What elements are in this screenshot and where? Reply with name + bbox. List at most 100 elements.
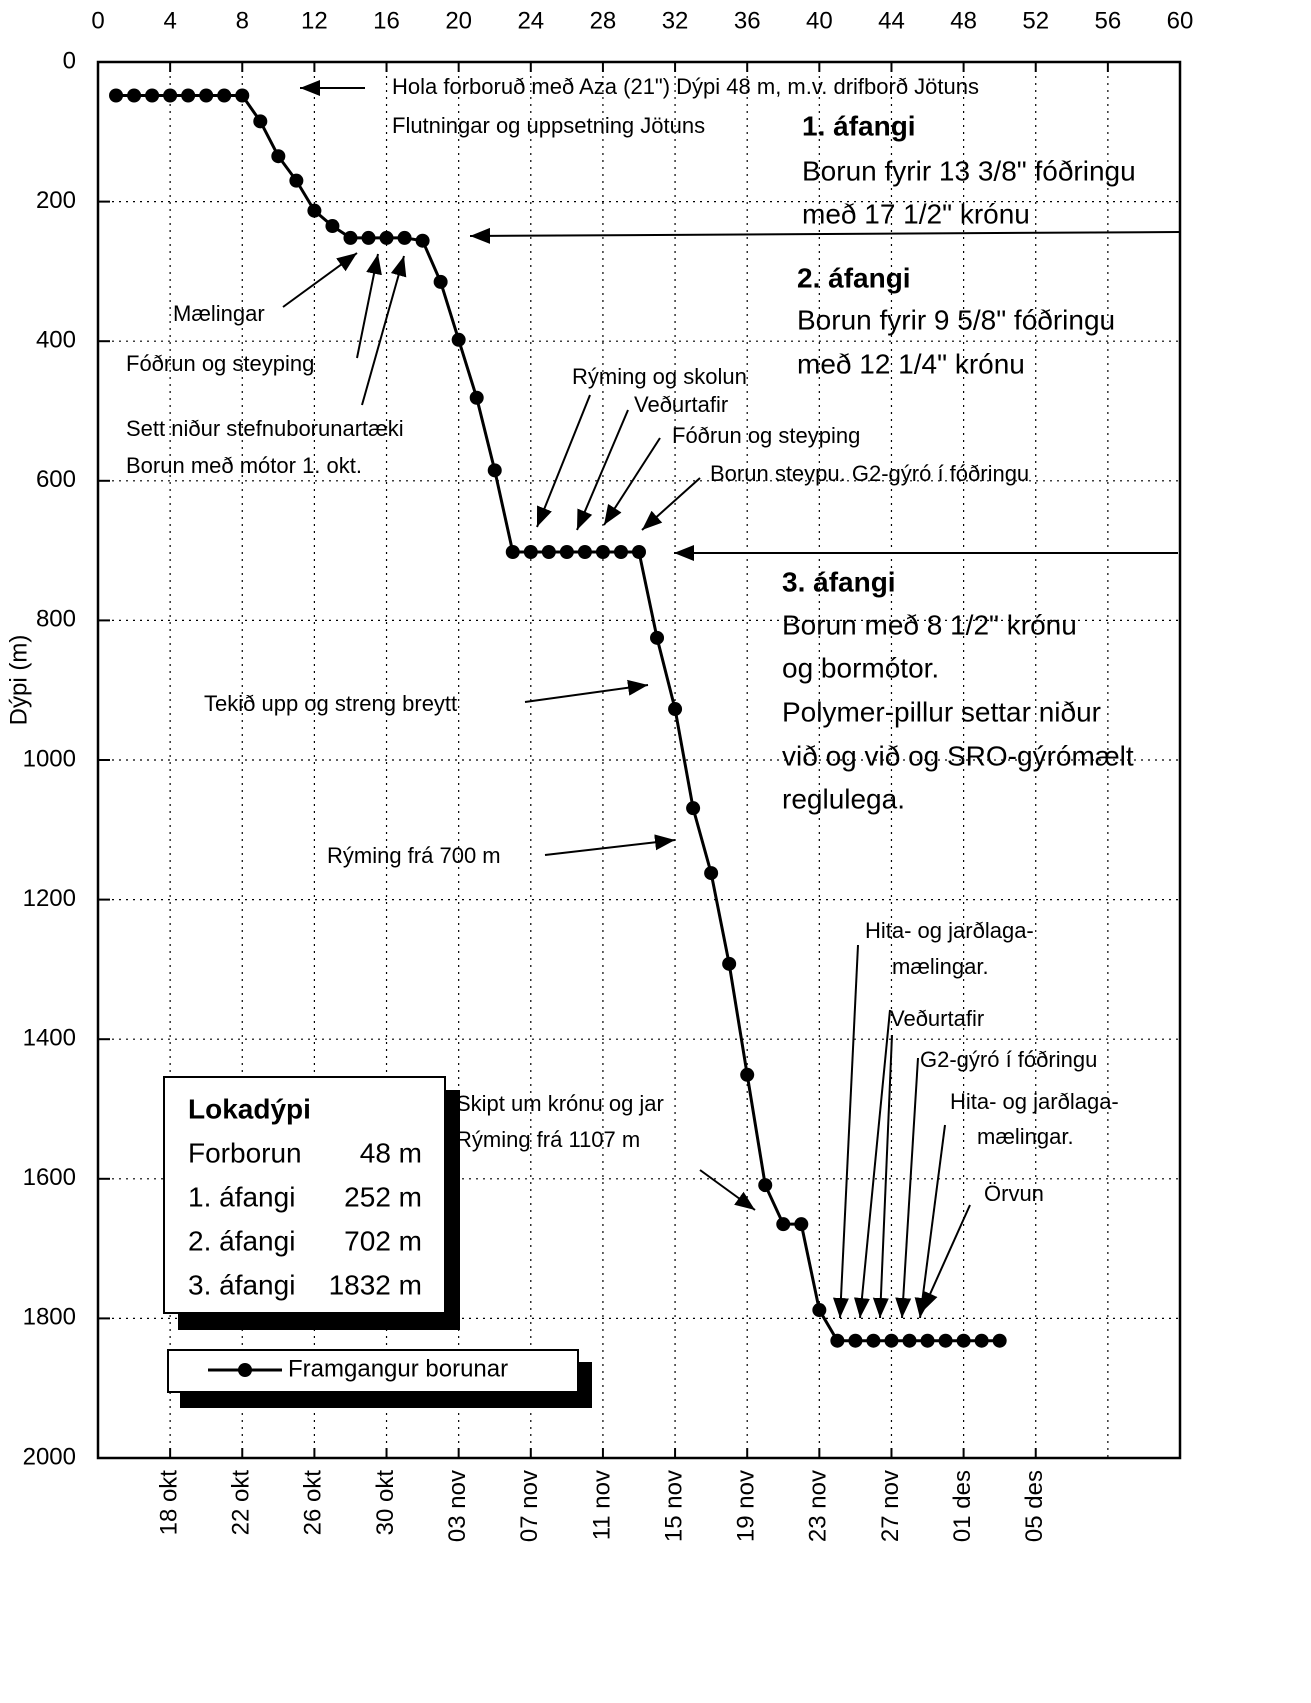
data-point [974, 1333, 989, 1348]
x-tick-label: 24 [517, 7, 544, 34]
annotation: reglulega. [782, 783, 905, 814]
y-tick-label: 1600 [23, 1164, 76, 1191]
box-label: 2. áfangi [188, 1225, 295, 1256]
data-point [541, 544, 556, 559]
data-point [307, 203, 322, 218]
x2-tick-label: 22 okt [228, 1470, 255, 1536]
y-tick-label: 1200 [23, 885, 76, 912]
annotation: Borun með 8 1/2" krónu [782, 609, 1077, 640]
data-point [938, 1333, 953, 1348]
data-point [704, 866, 719, 881]
arrow [641, 477, 701, 531]
annotation: Fóðrun og steyping [126, 351, 314, 376]
data-point [199, 88, 214, 103]
x-tick-label: 4 [163, 7, 176, 34]
y-tick-label: 400 [36, 327, 76, 354]
annotation: Örvun [984, 1181, 1044, 1206]
y-tick-label: 1800 [23, 1304, 76, 1331]
x-tick-label: 28 [590, 7, 617, 34]
data-point [469, 390, 484, 405]
data-point [433, 274, 448, 289]
box [163, 1076, 446, 1314]
data-point [379, 230, 394, 245]
arrow [356, 253, 382, 359]
data-point [740, 1067, 755, 1082]
data-point [505, 544, 520, 559]
x2-tick-label: 27 nov [877, 1470, 904, 1542]
x-tick-label: 0 [91, 7, 104, 34]
y-tick-label: 1400 [23, 1025, 76, 1052]
box-value: 48 m [360, 1137, 422, 1168]
annotation: Veðurtafir [890, 1006, 984, 1031]
box-value: 702 m [344, 1225, 422, 1256]
data-point [397, 230, 412, 245]
x2-tick-label: 26 okt [300, 1470, 327, 1536]
x2-tick-label: 23 nov [805, 1470, 832, 1542]
arrow [895, 1057, 919, 1319]
annotation: Rýming frá 700 m [327, 843, 501, 868]
data-point [163, 88, 178, 103]
data-point [217, 88, 232, 103]
data-point [235, 88, 250, 103]
x2-tick-label: 18 okt [155, 1470, 182, 1536]
data-point [848, 1333, 863, 1348]
data-point [776, 1217, 791, 1232]
data-point [595, 544, 610, 559]
data-point [794, 1217, 809, 1232]
x-tick-label: 8 [236, 7, 249, 34]
data-point [686, 801, 701, 816]
data-point [343, 230, 358, 245]
arrow [544, 834, 676, 856]
arrow [282, 252, 358, 308]
annotation: mælingar. [977, 1124, 1074, 1149]
y-tick-label: 1000 [23, 745, 76, 772]
data-point [613, 544, 628, 559]
x-tick-label: 44 [878, 7, 905, 34]
arrow [853, 1009, 891, 1319]
data-point [253, 114, 268, 129]
annotation: við og við og SRO-gýrómælt [782, 740, 1134, 771]
annotation: Sett niður stefnuborunartæki [126, 416, 404, 441]
x-tick-label: 52 [1022, 7, 1049, 34]
x-tick-label: 56 [1095, 7, 1122, 34]
data-point [109, 88, 124, 103]
arrow [536, 394, 591, 528]
y-tick-label: 200 [36, 187, 76, 214]
data-point [487, 463, 502, 478]
annotation: mælingar. [892, 954, 989, 979]
x2-tick-label: 11 nov [588, 1470, 615, 1540]
data-point [992, 1333, 1007, 1348]
data-point [523, 544, 538, 559]
data-point [668, 702, 683, 717]
annotation: Borun fyrir 13 3/8" fóðringu [802, 155, 1136, 186]
arrow [469, 227, 1181, 244]
data-point [271, 149, 286, 164]
annotation: Flutningar og uppsetning Jötuns [392, 113, 705, 138]
data-point [866, 1333, 881, 1348]
arrow [524, 679, 649, 703]
annotation: með 12 1/4" krónu [797, 348, 1025, 379]
annotation: Hita- og jarðlaga- [865, 918, 1034, 943]
annotation: Borun með mótor 1. okt. [126, 453, 362, 478]
annotation: með 17 1/2" krónu [802, 198, 1030, 229]
data-point [145, 88, 160, 103]
annotation: Polymer-pillur settar niður [782, 696, 1101, 727]
data-point [127, 88, 142, 103]
box-label: 3. áfangi [188, 1269, 295, 1300]
x-tick-label: 12 [301, 7, 328, 34]
x2-tick-label: 03 nov [444, 1470, 471, 1542]
x2-tick-label: 01 des [949, 1470, 976, 1542]
y-tick-label: 600 [36, 466, 76, 493]
x2-tick-label: 19 nov [733, 1470, 760, 1542]
annotation: Hola forboruð með Aza (21") Dýpi 48 m, m… [392, 74, 979, 99]
box-label: 1. áfangi [188, 1181, 295, 1212]
data-point [722, 956, 737, 971]
x-tick-label: 40 [806, 7, 833, 34]
data-point [920, 1333, 935, 1348]
x2-tick-label: 05 des [1021, 1470, 1048, 1542]
x-tick-label: 48 [950, 7, 977, 34]
x-tick-label: 16 [373, 7, 400, 34]
arrow [921, 1204, 971, 1313]
x-tick-label: 36 [734, 7, 761, 34]
